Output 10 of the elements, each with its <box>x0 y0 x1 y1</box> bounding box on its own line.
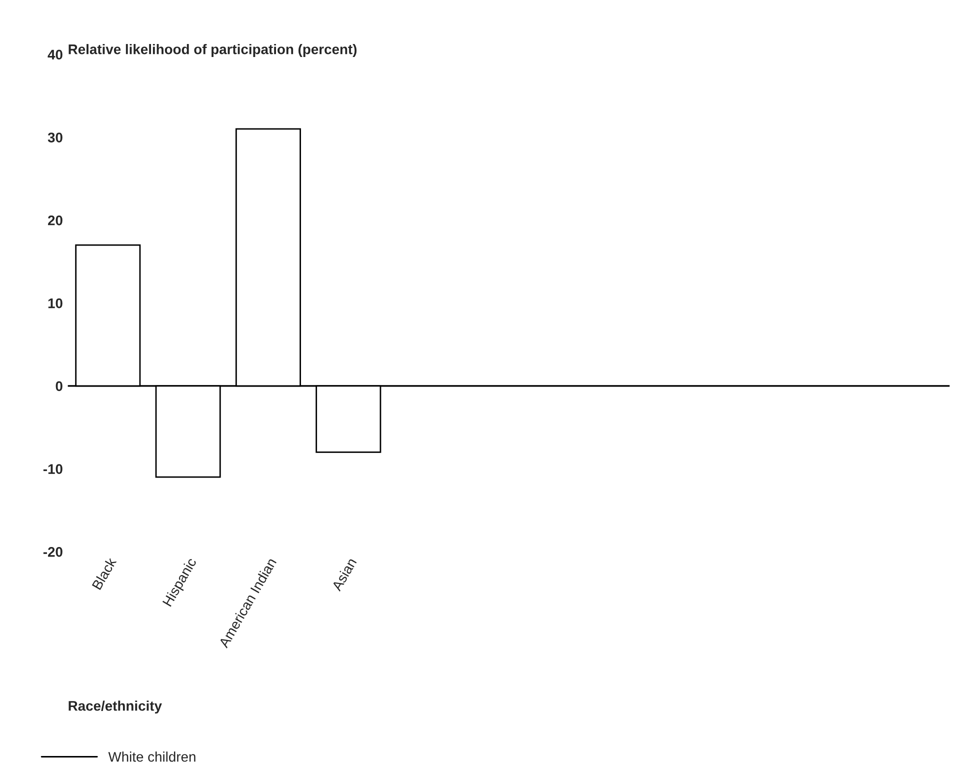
y-axis-title: Relative likelihood of participation (percent) <box>68 44 357 57</box>
x-axis-title: Race/ethnicity <box>68 700 162 714</box>
y-tick-label: 10 <box>48 298 62 308</box>
y-tick-label: -10 <box>43 464 62 474</box>
y-tick-label: 40 <box>48 50 62 60</box>
legend-label: White children <box>108 752 196 762</box>
y-tick-label: 30 <box>48 132 62 142</box>
y-tick-label: 20 <box>48 215 62 226</box>
y-tick-label: -20 <box>43 547 62 557</box>
y-tick-label: 0 <box>56 381 62 392</box>
